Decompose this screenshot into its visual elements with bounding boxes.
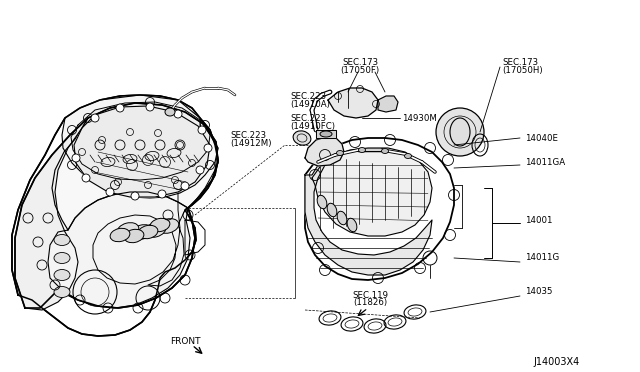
Text: SEC.223: SEC.223	[290, 113, 326, 122]
Ellipse shape	[138, 225, 158, 239]
Ellipse shape	[404, 154, 412, 158]
Text: FRONT: FRONT	[170, 337, 200, 346]
Ellipse shape	[110, 228, 130, 242]
Text: 14930M: 14930M	[402, 113, 437, 122]
Circle shape	[91, 114, 99, 122]
Ellipse shape	[293, 131, 311, 145]
Text: (14910FC): (14910FC)	[290, 122, 335, 131]
Polygon shape	[15, 118, 88, 310]
Ellipse shape	[150, 218, 170, 232]
Ellipse shape	[381, 148, 388, 154]
Ellipse shape	[327, 203, 337, 217]
Polygon shape	[305, 138, 454, 280]
Polygon shape	[74, 106, 210, 197]
Circle shape	[116, 104, 124, 112]
Polygon shape	[305, 137, 344, 166]
Ellipse shape	[337, 151, 344, 155]
Circle shape	[82, 174, 90, 182]
Polygon shape	[52, 103, 218, 230]
Ellipse shape	[54, 286, 70, 298]
Ellipse shape	[54, 269, 70, 280]
Text: SEC.119: SEC.119	[352, 291, 388, 299]
Polygon shape	[328, 88, 378, 118]
Polygon shape	[48, 192, 190, 308]
Polygon shape	[305, 155, 432, 275]
Ellipse shape	[131, 225, 153, 239]
Polygon shape	[12, 95, 218, 336]
Text: SEC.223: SEC.223	[230, 131, 266, 140]
Text: SEC.173: SEC.173	[342, 58, 378, 67]
Ellipse shape	[117, 223, 139, 237]
Polygon shape	[312, 148, 432, 236]
Text: (17050F): (17050F)	[340, 65, 380, 74]
Text: SEC.173: SEC.173	[502, 58, 538, 67]
Ellipse shape	[337, 211, 347, 225]
Text: 14011G: 14011G	[525, 253, 559, 263]
Text: (11826): (11826)	[353, 298, 387, 308]
Ellipse shape	[54, 253, 70, 263]
Circle shape	[131, 192, 139, 200]
Circle shape	[204, 144, 212, 152]
Circle shape	[181, 182, 189, 190]
Circle shape	[436, 108, 484, 156]
Text: SEC.223: SEC.223	[290, 92, 326, 100]
Text: 14011GA: 14011GA	[525, 157, 565, 167]
Ellipse shape	[144, 223, 166, 237]
Circle shape	[158, 190, 166, 198]
Circle shape	[198, 126, 206, 134]
Polygon shape	[62, 95, 218, 198]
Circle shape	[174, 110, 182, 118]
Polygon shape	[316, 130, 336, 138]
Circle shape	[106, 188, 114, 196]
Polygon shape	[378, 96, 398, 112]
Ellipse shape	[320, 131, 332, 137]
Ellipse shape	[54, 234, 70, 246]
Circle shape	[72, 154, 80, 162]
Ellipse shape	[124, 229, 144, 243]
Polygon shape	[71, 102, 210, 180]
Text: 14001: 14001	[525, 215, 552, 224]
Text: (14910A): (14910A)	[290, 99, 330, 109]
Circle shape	[196, 166, 204, 174]
Polygon shape	[15, 103, 218, 308]
Text: 14035: 14035	[525, 288, 552, 296]
Ellipse shape	[165, 108, 175, 116]
Text: 14040E: 14040E	[525, 134, 558, 142]
Ellipse shape	[347, 218, 357, 232]
Ellipse shape	[317, 195, 327, 209]
Ellipse shape	[358, 148, 365, 153]
Text: (14912M): (14912M)	[230, 138, 271, 148]
Circle shape	[146, 103, 154, 111]
Ellipse shape	[450, 118, 470, 146]
Ellipse shape	[157, 219, 179, 233]
Text: (17050H): (17050H)	[502, 65, 543, 74]
Text: J14003X4: J14003X4	[534, 357, 580, 367]
